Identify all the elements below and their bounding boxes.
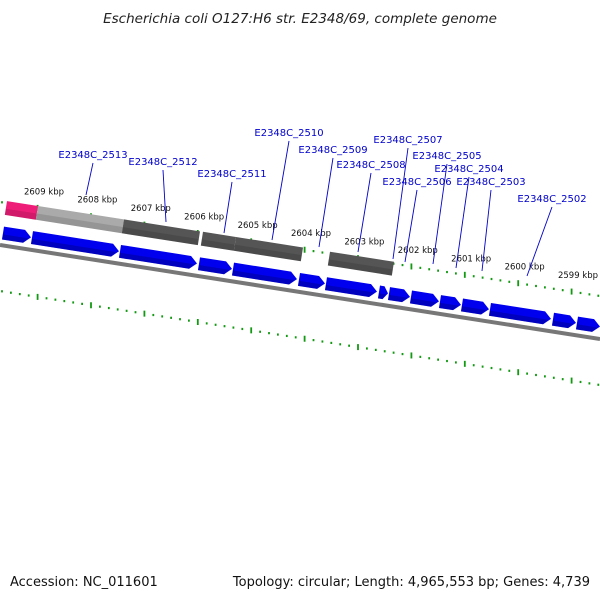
label-leader (404, 189, 418, 263)
kbp-label: 2606 kbp (184, 212, 224, 222)
kbp-label: 2603 kbp (344, 238, 384, 248)
label-leader (357, 172, 372, 253)
scale-labels: 2609 kbp 2608 kbp 2607 kbp 2606 kbp 2605 kbp… (24, 187, 598, 281)
cds-feature[interactable] (575, 316, 600, 333)
genome-backbone (0, 243, 600, 341)
gene-label[interactable]: E2348C_2507 (373, 135, 442, 146)
gene-label[interactable]: E2348C_2513 (58, 150, 127, 161)
label-leader (162, 169, 167, 223)
gene-label[interactable]: E2348C_2502 (517, 194, 586, 205)
kbp-label: 2605 kbp (238, 221, 278, 231)
kbp-label: 2600 kbp (505, 263, 545, 273)
cds-feature[interactable] (409, 290, 440, 308)
lower-tick-ring (1, 290, 600, 386)
cds-track (1, 226, 600, 333)
gene-track (4, 201, 394, 276)
cds-feature[interactable] (387, 287, 411, 303)
cds-feature[interactable] (231, 262, 298, 286)
accession-text: Accession: NC_011601 (10, 575, 158, 590)
cds-feature[interactable] (118, 244, 198, 270)
cds-feature[interactable] (460, 298, 490, 316)
label-leader (318, 157, 334, 248)
kbp-label: 2599 kbp (558, 271, 598, 281)
gene-label[interactable]: E2348C_2512 (128, 157, 197, 168)
kbp-label: 2604 kbp (291, 229, 331, 239)
cds-feature[interactable] (1, 226, 32, 244)
label-leader (432, 163, 448, 265)
gene-label[interactable]: E2348C_2506 (382, 177, 451, 188)
cds-feature[interactable] (324, 277, 378, 298)
cds-feature[interactable] (30, 231, 120, 257)
gene-label[interactable]: E2348C_2503 (456, 177, 525, 188)
gene-label[interactable]: E2348C_2505 (412, 151, 481, 162)
cds-feature[interactable] (377, 285, 389, 300)
gene-feature[interactable] (200, 231, 236, 251)
label-leader (85, 162, 94, 196)
map-title: Escherichia coli O127:H6 str. E2348/69, … (103, 11, 497, 27)
label-leader (526, 206, 553, 277)
label-leader (392, 147, 409, 260)
label-leader (455, 176, 470, 269)
cds-feature[interactable] (297, 273, 326, 290)
cds-feature[interactable] (551, 312, 577, 329)
gene-label[interactable]: E2348C_2504 (434, 164, 503, 175)
kbp-label: 2609 kbp (24, 187, 64, 197)
gene-label[interactable]: E2348C_2510 (254, 128, 323, 139)
label-leader (271, 140, 290, 241)
cds-feature[interactable] (488, 302, 552, 325)
gene-feature[interactable] (35, 205, 124, 234)
kbp-label: 2608 kbp (77, 196, 117, 206)
label-leader-lines (85, 140, 553, 277)
cds-feature[interactable] (197, 257, 233, 275)
genome-summary-text: Topology: circular; Length: 4,965,553 bp… (232, 575, 590, 590)
gene-label[interactable]: E2348C_2508 (336, 160, 405, 171)
label-leader (481, 189, 492, 272)
highlighted-gene[interactable] (4, 201, 38, 220)
kbp-label: 2602 kbp (398, 246, 438, 256)
gene-feature[interactable] (233, 236, 303, 262)
kbp-label: 2601 kbp (451, 254, 491, 264)
cds-feature[interactable] (438, 295, 462, 311)
gene-feature[interactable] (327, 251, 394, 276)
label-leader (223, 181, 233, 234)
gene-label[interactable]: E2348C_2509 (298, 145, 367, 156)
gene-feature[interactable] (121, 219, 201, 246)
gene-label[interactable]: E2348C_2511 (197, 169, 266, 180)
kbp-label: 2607 kbp (131, 204, 171, 214)
